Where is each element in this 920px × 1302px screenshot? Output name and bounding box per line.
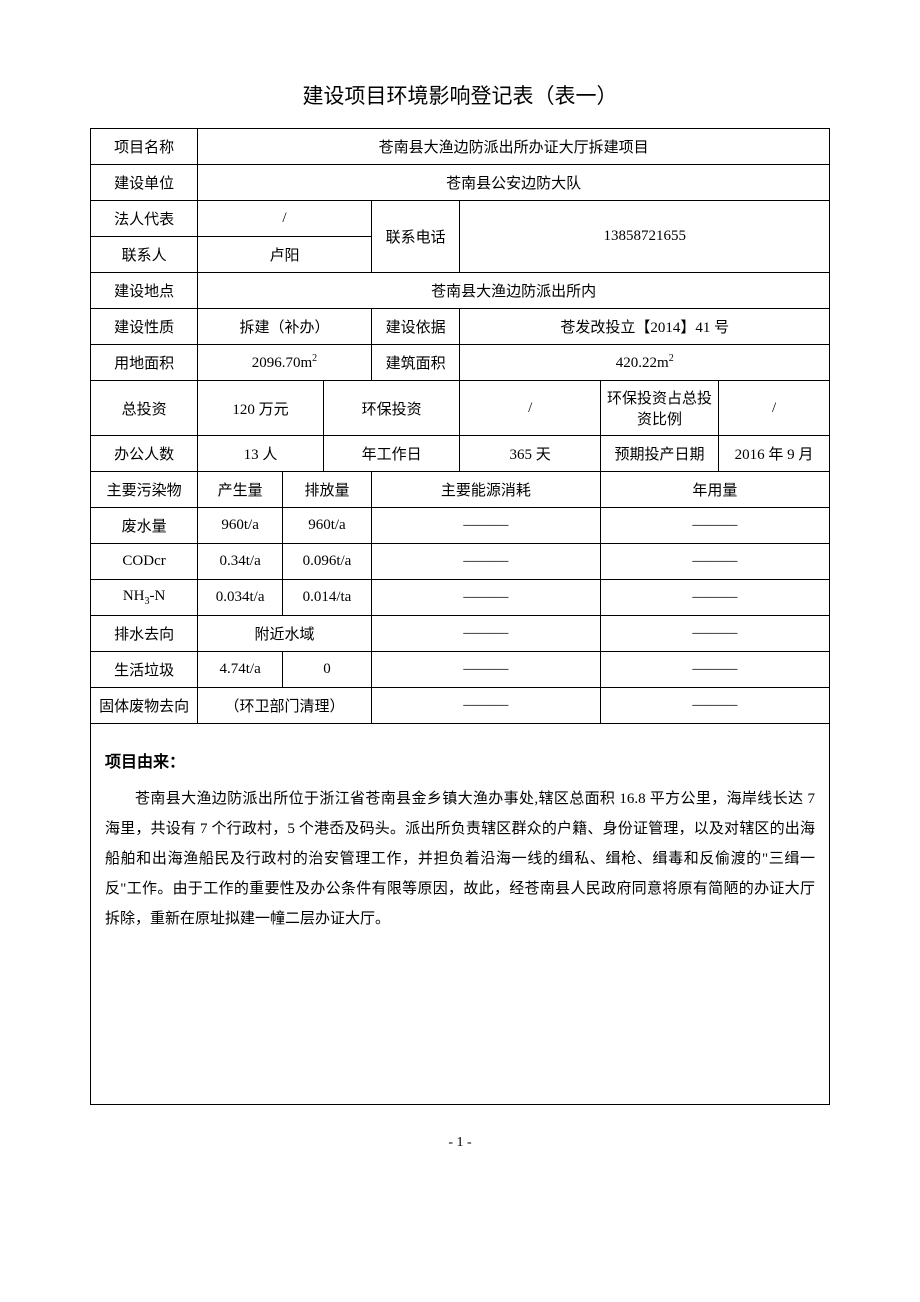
table-row: CODcr 0.34t/a 0.096t/a ——— ——— xyxy=(91,544,830,580)
table-row: 固体废物去向 （环卫部门清理） ——— ——— xyxy=(91,688,830,724)
value-wastewater-gen: 960t/a xyxy=(198,508,283,544)
value-nh3n-gen: 0.034t/a xyxy=(198,580,283,616)
label-main-energy: 主要能源消耗 xyxy=(371,472,600,508)
value-build-unit: 苍南县公安边防大队 xyxy=(198,165,830,201)
label-contact-person: 联系人 xyxy=(91,237,198,273)
origin-header: 项目由来： xyxy=(105,748,815,772)
dash-cell: ——— xyxy=(600,652,829,688)
value-nh3n-emit: 0.014/ta xyxy=(283,580,372,616)
label-build-nature: 建设性质 xyxy=(91,309,198,345)
label-main-pollutant: 主要污染物 xyxy=(91,472,198,508)
table-row: 建设性质 拆建（补办） 建设依据 苍发改投立【2014】41 号 xyxy=(91,309,830,345)
value-work-days: 365 天 xyxy=(460,436,600,472)
value-domestic-waste-emit: 0 xyxy=(283,652,372,688)
value-project-name: 苍南县大渔边防派出所办证大厅拆建项目 xyxy=(198,129,830,165)
dash-cell: ——— xyxy=(371,580,600,616)
value-drain-dir: 附近水域 xyxy=(198,616,372,652)
label-build-unit: 建设单位 xyxy=(91,165,198,201)
table-row: 项目名称 苍南县大渔边防派出所办证大厅拆建项目 xyxy=(91,129,830,165)
table-row: NH3-N 0.034t/a 0.014/ta ——— ——— xyxy=(91,580,830,616)
value-land-area: 2096.70m2 xyxy=(198,345,372,381)
table-row: 用地面积 2096.70m2 建筑面积 420.22m2 xyxy=(91,345,830,381)
value-build-basis: 苍发改投立【2014】41 号 xyxy=(460,309,830,345)
origin-body: 苍南县大渔边防派出所位于浙江省苍南县金乡镇大渔办事处,辖区总面积 16.8 平方… xyxy=(105,784,815,934)
label-build-location: 建设地点 xyxy=(91,273,198,309)
dash-cell: ——— xyxy=(600,688,829,724)
value-build-location: 苍南县大渔边防派出所内 xyxy=(198,273,830,309)
dash-cell: ——— xyxy=(371,652,600,688)
value-codcr-emit: 0.096t/a xyxy=(283,544,372,580)
dash-cell: ——— xyxy=(600,544,829,580)
label-drain-dir: 排水去向 xyxy=(91,616,198,652)
label-annual-usage: 年用量 xyxy=(600,472,829,508)
page-number: - 1 - xyxy=(90,1135,830,1151)
label-solid-waste-dir: 固体废物去向 xyxy=(91,688,198,724)
dash-cell: ——— xyxy=(371,688,600,724)
dash-cell: ——— xyxy=(371,544,600,580)
table-row: 建设地点 苍南县大渔边防派出所内 xyxy=(91,273,830,309)
value-staff-count: 13 人 xyxy=(198,436,324,472)
table-row: 法人代表 / 联系电话 13858721655 xyxy=(91,201,830,237)
value-expected-date: 2016 年 9 月 xyxy=(719,436,830,472)
value-solid-waste-dir: （环卫部门清理） xyxy=(198,688,372,724)
label-total-invest: 总投资 xyxy=(91,381,198,436)
label-project-name: 项目名称 xyxy=(91,129,198,165)
value-contact-phone: 13858721655 xyxy=(460,201,830,273)
table-row: 生活垃圾 4.74t/a 0 ——— ——— xyxy=(91,652,830,688)
label-env-invest: 环保投资 xyxy=(323,381,460,436)
label-env-invest-ratio: 环保投资占总投资比例 xyxy=(600,381,718,436)
label-staff-count: 办公人数 xyxy=(91,436,198,472)
dash-cell: ——— xyxy=(600,616,829,652)
table-row: 主要污染物 产生量 排放量 主要能源消耗 年用量 xyxy=(91,472,830,508)
table-row: 排水去向 附近水域 ——— ——— xyxy=(91,616,830,652)
registration-table: 项目名称 苍南县大渔边防派出所办证大厅拆建项目 建设单位 苍南县公安边防大队 法… xyxy=(90,128,830,724)
label-gen-amount: 产生量 xyxy=(198,472,283,508)
label-legal-rep: 法人代表 xyxy=(91,201,198,237)
value-contact-person: 卢阳 xyxy=(198,237,372,273)
label-contact-phone: 联系电话 xyxy=(371,201,460,273)
label-nh3n: NH3-N xyxy=(91,580,198,616)
dash-cell: ——— xyxy=(600,580,829,616)
value-build-nature: 拆建（补办） xyxy=(198,309,372,345)
table-row: 建设单位 苍南县公安边防大队 xyxy=(91,165,830,201)
origin-section: 项目由来： 苍南县大渔边防派出所位于浙江省苍南县金乡镇大渔办事处,辖区总面积 1… xyxy=(90,724,830,1105)
label-work-days: 年工作日 xyxy=(323,436,460,472)
label-wastewater: 废水量 xyxy=(91,508,198,544)
document-title: 建设项目环境影响登记表（表一） xyxy=(90,80,830,110)
label-codcr: CODcr xyxy=(91,544,198,580)
value-codcr-gen: 0.34t/a xyxy=(198,544,283,580)
value-env-invest: / xyxy=(460,381,600,436)
table-row: 办公人数 13 人 年工作日 365 天 预期投产日期 2016 年 9 月 xyxy=(91,436,830,472)
label-expected-date: 预期投产日期 xyxy=(600,436,718,472)
value-legal-rep: / xyxy=(198,201,372,237)
label-build-basis: 建设依据 xyxy=(371,309,460,345)
value-total-invest: 120 万元 xyxy=(198,381,324,436)
label-domestic-waste: 生活垃圾 xyxy=(91,652,198,688)
value-domestic-waste-gen: 4.74t/a xyxy=(198,652,283,688)
dash-cell: ——— xyxy=(371,508,600,544)
dash-cell: ——— xyxy=(600,508,829,544)
dash-cell: ——— xyxy=(371,616,600,652)
label-emit-amount: 排放量 xyxy=(283,472,372,508)
value-wastewater-emit: 960t/a xyxy=(283,508,372,544)
table-row: 总投资 120 万元 环保投资 / 环保投资占总投资比例 / xyxy=(91,381,830,436)
value-building-area: 420.22m2 xyxy=(460,345,830,381)
table-row: 废水量 960t/a 960t/a ——— ——— xyxy=(91,508,830,544)
label-building-area: 建筑面积 xyxy=(371,345,460,381)
value-env-invest-ratio: / xyxy=(719,381,830,436)
label-land-area: 用地面积 xyxy=(91,345,198,381)
